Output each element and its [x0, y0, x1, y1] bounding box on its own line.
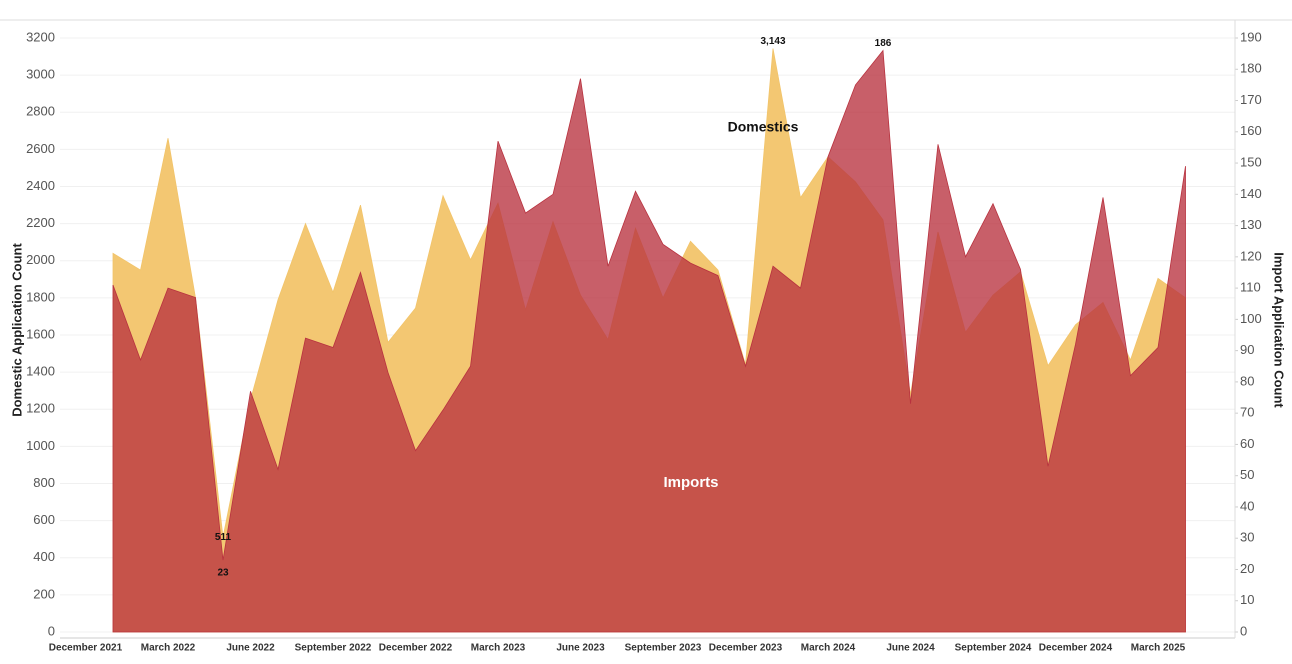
y-tick-label: 200 — [33, 586, 55, 601]
y-tick-label: 1600 — [26, 326, 55, 341]
y2-tick-label: 70 — [1240, 405, 1254, 420]
y2-tick-label: 90 — [1240, 342, 1254, 357]
x-tick-label: September 2024 — [955, 643, 1032, 654]
y2-tick-label: 160 — [1240, 123, 1262, 138]
y-tick-label: 800 — [33, 475, 55, 490]
y2-tick-label: 110 — [1240, 280, 1261, 295]
data-label: 3,143 — [760, 36, 785, 47]
y-tick-label: 400 — [33, 549, 55, 564]
y-tick-label: 3200 — [26, 29, 55, 44]
y2-axis-label: Import Application Count — [1272, 252, 1287, 408]
x-tick-label: June 2023 — [556, 643, 605, 654]
x-tick-label: March 2022 — [141, 643, 196, 654]
series-label: Imports — [663, 474, 718, 491]
y-tick-label: 1000 — [26, 438, 55, 453]
y-tick-label: 600 — [33, 512, 55, 527]
y-axis-label: Domestic Application Count — [9, 243, 24, 417]
y-tick-label: 1400 — [26, 364, 55, 379]
y2-tick-label: 170 — [1240, 92, 1262, 107]
x-tick-label: September 2022 — [295, 643, 372, 654]
data-label: 511 — [215, 532, 232, 543]
y2-tick-label: 60 — [1240, 436, 1254, 451]
y2-tick-label: 140 — [1240, 186, 1262, 201]
y-tick-label: 2800 — [26, 104, 55, 119]
x-tick-label: March 2025 — [1131, 643, 1186, 654]
y2-tick-label: 80 — [1240, 373, 1254, 388]
y-tick-label: 2600 — [26, 141, 55, 156]
x-tick-label: March 2023 — [471, 643, 526, 654]
y2-tick-label: 10 — [1240, 592, 1254, 607]
y2-tick-label: 150 — [1240, 154, 1262, 169]
x-tick-label: June 2022 — [226, 643, 275, 654]
y2-tick-label: 30 — [1240, 530, 1254, 545]
y2-tick-label: 120 — [1240, 248, 1262, 263]
x-tick-label: June 2024 — [886, 643, 935, 654]
y-tick-label: 1800 — [26, 289, 55, 304]
y-tick-label: 0 — [48, 623, 55, 638]
data-label: 23 — [217, 568, 229, 579]
area — [112, 49, 1186, 633]
x-tick-label: September 2023 — [625, 643, 702, 654]
y2-tick-label: 180 — [1240, 61, 1262, 76]
x-tick-label: December 2021 — [49, 643, 123, 654]
y-tick-label: 2200 — [26, 215, 55, 230]
y2-tick-label: 50 — [1240, 467, 1254, 482]
y-tick-label: 2400 — [26, 178, 55, 193]
x-tick-label: December 2023 — [709, 643, 783, 654]
x-tick-label: December 2022 — [379, 643, 453, 654]
y-tick-label: 2000 — [26, 252, 55, 267]
y2-tick-label: 100 — [1240, 311, 1262, 326]
y2-tick-label: 20 — [1240, 561, 1254, 576]
series-label: Domestics — [728, 119, 799, 135]
y-tick-label: 3000 — [26, 67, 55, 82]
y-tick-label: 1200 — [26, 401, 55, 416]
y2-tick-label: 130 — [1240, 217, 1262, 232]
x-tick-label: December 2024 — [1039, 643, 1113, 654]
x-tick-label: March 2024 — [801, 643, 856, 654]
y2-tick-label: 190 — [1240, 29, 1262, 44]
y2-tick-label: 40 — [1240, 498, 1254, 513]
data-label: 186 — [875, 38, 892, 49]
y2-tick-label: 0 — [1240, 623, 1247, 638]
